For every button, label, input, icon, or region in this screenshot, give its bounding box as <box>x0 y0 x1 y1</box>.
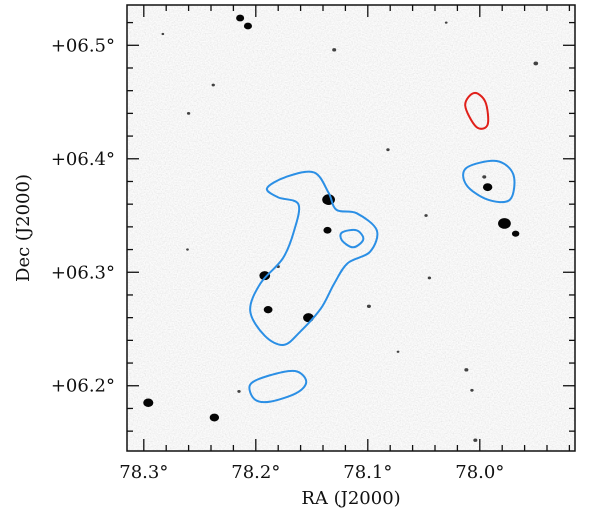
source-29 <box>186 248 189 251</box>
source-27 <box>444 21 448 24</box>
x-axis-title: RA (J2000) <box>301 488 400 509</box>
source-12 <box>498 218 511 229</box>
x-tick-label: 78.2° <box>231 462 280 483</box>
red-contour-4 <box>464 91 490 130</box>
source-8 <box>323 226 332 234</box>
source-3 <box>243 22 252 30</box>
source-15 <box>464 368 469 372</box>
contours-layer <box>248 91 516 404</box>
source-23 <box>470 388 474 392</box>
source-2 <box>236 14 245 22</box>
source-24 <box>237 390 241 393</box>
x-tick-label: 78.3° <box>119 462 168 483</box>
source-6 <box>303 313 314 323</box>
y-tick-label: +06.3° <box>51 262 115 283</box>
source-4 <box>259 271 271 281</box>
x-tick-labels: 78.3° 78.2° 78.1° 78.0° <box>119 462 504 483</box>
source-0 <box>143 398 154 407</box>
blue-contour-1 <box>339 228 365 249</box>
source-11 <box>482 183 493 192</box>
y-tick-label: +06.2° <box>51 376 115 397</box>
source-28 <box>161 32 165 36</box>
image-noise <box>127 5 575 451</box>
source-22 <box>424 214 428 217</box>
source-5 <box>263 306 273 314</box>
y-tick-label: +06.5° <box>51 35 115 56</box>
source-18 <box>427 276 432 280</box>
y-tick-labels: +06.2° +06.3° +06.4° +06.5° <box>51 35 115 396</box>
blue-contour-3 <box>462 159 516 204</box>
blue-contour-2 <box>248 369 308 404</box>
y-tick-label: +06.4° <box>51 149 115 170</box>
blue-contour-0 <box>249 170 379 346</box>
plot-area <box>127 5 575 451</box>
source-1 <box>209 413 220 422</box>
source-14 <box>533 61 539 66</box>
source-13 <box>511 230 520 237</box>
x-tick-label: 78.0° <box>455 462 504 483</box>
source-10 <box>482 175 487 179</box>
plot-frame <box>126 4 576 452</box>
source-9 <box>332 48 337 52</box>
x-tick-label: 78.1° <box>343 462 392 483</box>
source-17 <box>366 304 371 308</box>
source-21 <box>211 83 215 87</box>
ticks-layer <box>127 5 575 451</box>
source-16 <box>473 438 478 442</box>
y-axis-title: Dec (J2000) <box>13 174 34 282</box>
source-20 <box>186 111 191 115</box>
source-19 <box>386 148 390 152</box>
source-26 <box>396 350 400 353</box>
